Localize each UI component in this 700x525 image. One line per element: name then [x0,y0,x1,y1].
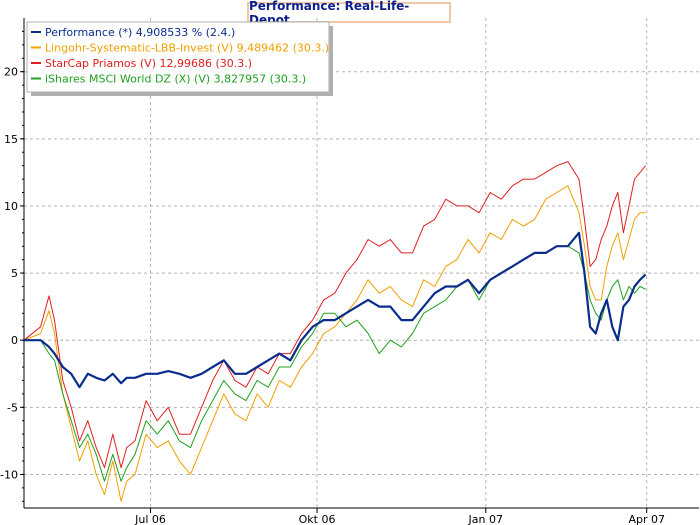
legend-label: iShares MSCI World DZ (X) (V) 3,827957 (… [45,73,306,86]
y-tick-label: -10 [0,468,18,481]
legend-label: StarCap Priamos (V) 12,99686 (30.3.) [45,57,252,70]
axes: 20 15 10 5 0 -5 -10 Jul 06 Okt 06 Jan 07 Apr 07 [0,18,699,525]
x-tick-label: Jan 07 [468,513,503,525]
series-line-2 [23,161,646,469]
series-line-4 [24,231,647,389]
chart-title-box: Performance: Real-Life-Depot [247,0,451,27]
series-line-1 [23,185,646,502]
y-tick-label: 20 [4,66,18,79]
series-line-3 [24,245,646,482]
legend-box [26,21,330,93]
x-tick-label: Apr 07 [628,513,665,525]
x-tick-label: Jul 06 [134,513,166,525]
y-tick-label: 10 [4,200,18,213]
y-tick-label: 5 [11,267,18,280]
y-tick-label: -5 [7,401,18,414]
y-tick-label: 0 [11,334,18,347]
legend: Performance (*) 4,908533 % (2.4.) Lingohr… [26,21,333,96]
series-group [23,161,647,502]
x-tick-label: Okt 06 [299,513,336,525]
legend-label: Lingohr-Systematic-LBB-Invest (V) 9,4894… [45,42,329,55]
legend-label: Performance (*) 4,908533 % (2.4.) [45,26,235,39]
y-tick-label: 15 [4,133,18,146]
